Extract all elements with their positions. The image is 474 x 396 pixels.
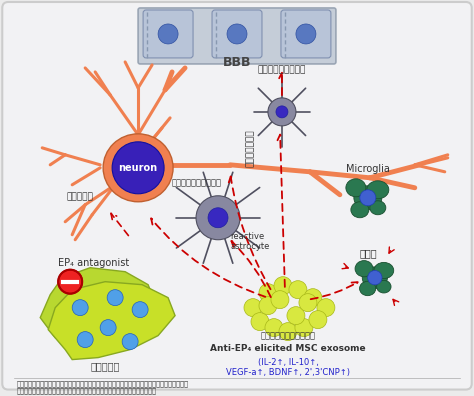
Text: Anti-EP₄ elicited MSC exosome: Anti-EP₄ elicited MSC exosome bbox=[210, 344, 366, 352]
Text: BBB: BBB bbox=[223, 56, 251, 69]
Text: 膠質細胞增生、增加腦血屏障完整性，回復受損腦之認知、學習、和記憶功能。: 膠質細胞增生、增加腦血屏障完整性，回復受損腦之認知、學習、和記憶功能。 bbox=[16, 388, 156, 394]
Text: reactive
astrocyte: reactive astrocyte bbox=[230, 232, 269, 251]
Circle shape bbox=[268, 98, 296, 126]
Ellipse shape bbox=[346, 179, 366, 197]
FancyBboxPatch shape bbox=[143, 10, 193, 58]
Circle shape bbox=[58, 270, 82, 294]
Circle shape bbox=[122, 333, 138, 350]
Ellipse shape bbox=[355, 261, 373, 277]
Circle shape bbox=[276, 106, 288, 118]
Circle shape bbox=[304, 289, 322, 307]
Circle shape bbox=[251, 313, 269, 331]
FancyBboxPatch shape bbox=[212, 10, 262, 58]
Polygon shape bbox=[48, 282, 175, 360]
Text: 圖片說明：注射誘導型間質幹細胞外泌體可藉由促神經再生、促神經突觸再生、抗發炎、抑制星狀: 圖片說明：注射誘導型間質幹細胞外泌體可藉由促神經再生、促神經突觸再生、抗發炎、抑… bbox=[16, 381, 188, 387]
Ellipse shape bbox=[377, 280, 391, 293]
Circle shape bbox=[196, 196, 240, 240]
Circle shape bbox=[368, 270, 382, 285]
Text: 增加腦血屏障完整性: 增加腦血屏障完整性 bbox=[258, 65, 306, 74]
Circle shape bbox=[77, 331, 93, 348]
Circle shape bbox=[299, 294, 317, 312]
Text: 抗發炎: 抗發炎 bbox=[359, 248, 377, 258]
Circle shape bbox=[158, 24, 178, 44]
Circle shape bbox=[100, 320, 116, 336]
Text: neuron: neuron bbox=[118, 163, 158, 173]
Text: 誘導型間質幹細胞外泌體: 誘導型間質幹細胞外泌體 bbox=[260, 331, 315, 341]
Ellipse shape bbox=[103, 134, 173, 202]
Circle shape bbox=[274, 277, 292, 295]
Ellipse shape bbox=[351, 202, 369, 218]
Circle shape bbox=[271, 291, 289, 308]
FancyBboxPatch shape bbox=[138, 8, 336, 64]
Ellipse shape bbox=[370, 201, 386, 215]
Circle shape bbox=[259, 284, 277, 302]
Circle shape bbox=[287, 307, 305, 325]
Ellipse shape bbox=[367, 181, 389, 199]
Circle shape bbox=[265, 319, 283, 337]
FancyBboxPatch shape bbox=[281, 10, 331, 58]
Text: 抑制星狀膠質細胞增生: 抑制星狀膠質細胞增生 bbox=[172, 179, 222, 188]
Circle shape bbox=[132, 302, 148, 318]
Circle shape bbox=[107, 289, 123, 306]
Circle shape bbox=[360, 190, 376, 206]
FancyBboxPatch shape bbox=[2, 2, 472, 390]
Ellipse shape bbox=[362, 267, 387, 288]
Text: 促神經突觸再生: 促神經突觸再生 bbox=[246, 129, 255, 167]
Circle shape bbox=[296, 24, 316, 44]
Text: EP₄ antagonist: EP₄ antagonist bbox=[58, 258, 129, 268]
Circle shape bbox=[259, 297, 277, 315]
Circle shape bbox=[72, 300, 88, 316]
Ellipse shape bbox=[360, 281, 376, 296]
Circle shape bbox=[112, 142, 164, 194]
Circle shape bbox=[295, 319, 313, 337]
Text: 間質幹細胞: 間質幹細胞 bbox=[91, 362, 120, 371]
Text: Microglia: Microglia bbox=[346, 164, 390, 174]
Text: (IL-2↑, IL-10↑,
VEGF-a↑, BDNF↑, 2',3'CNP↑): (IL-2↑, IL-10↑, VEGF-a↑, BDNF↑, 2',3'CNP… bbox=[226, 358, 350, 377]
Polygon shape bbox=[40, 268, 155, 348]
Text: 促神經再生: 促神經再生 bbox=[67, 193, 94, 202]
Ellipse shape bbox=[374, 263, 394, 278]
Circle shape bbox=[279, 323, 297, 341]
Circle shape bbox=[227, 24, 247, 44]
Ellipse shape bbox=[354, 186, 382, 210]
Circle shape bbox=[208, 208, 228, 228]
Circle shape bbox=[244, 299, 262, 317]
Circle shape bbox=[317, 299, 335, 317]
Circle shape bbox=[289, 281, 307, 299]
Circle shape bbox=[309, 310, 327, 329]
